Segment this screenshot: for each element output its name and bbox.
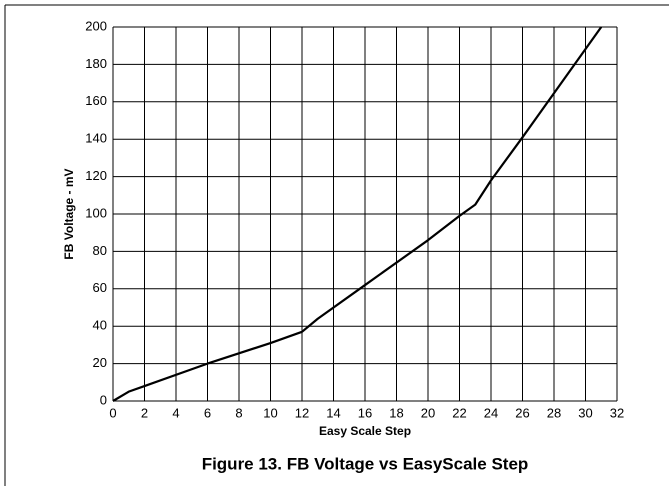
x-tick-label: 12 (295, 405, 309, 420)
y-tick-label: 20 (93, 355, 107, 370)
y-tick-label: 160 (85, 93, 107, 108)
x-tick-label: 18 (389, 405, 403, 420)
x-tick-label: 16 (358, 405, 372, 420)
x-tick-label: 2 (141, 405, 148, 420)
x-tick-label: 20 (421, 405, 435, 420)
y-tick-label: 200 (85, 18, 107, 33)
data-line (112, 26, 603, 402)
x-tick-label: 4 (172, 405, 179, 420)
chart-title: Figure 13. FB Voltage vs EasyScale Step (202, 454, 529, 473)
y-tick-label: 120 (85, 168, 107, 183)
y-tick-label: 80 (93, 243, 107, 258)
x-tick-label: 32 (610, 405, 624, 420)
y-tick-label: 60 (93, 280, 107, 295)
x-tick-label: 0 (109, 405, 116, 420)
x-tick-label: 10 (263, 405, 277, 420)
x-tick-label: 24 (484, 405, 498, 420)
x-tick-label: 28 (547, 405, 561, 420)
y-tick-label: 0 (100, 392, 107, 407)
y-axis-label: FB Voltage - mV (62, 168, 76, 259)
x-tick-label: 26 (515, 405, 529, 420)
x-tick-label: 8 (235, 405, 242, 420)
x-tick-label: 14 (326, 405, 340, 420)
y-tick-label: 40 (93, 318, 107, 333)
x-tick-label: 6 (204, 405, 211, 420)
y-tick-label: 100 (85, 205, 107, 220)
y-tick-label: 140 (85, 131, 107, 146)
x-axis-label: Easy Scale Step (319, 424, 411, 438)
x-tick-label: 30 (578, 405, 592, 420)
x-tick-label: 22 (452, 405, 466, 420)
y-tick-label: 180 (85, 56, 107, 71)
